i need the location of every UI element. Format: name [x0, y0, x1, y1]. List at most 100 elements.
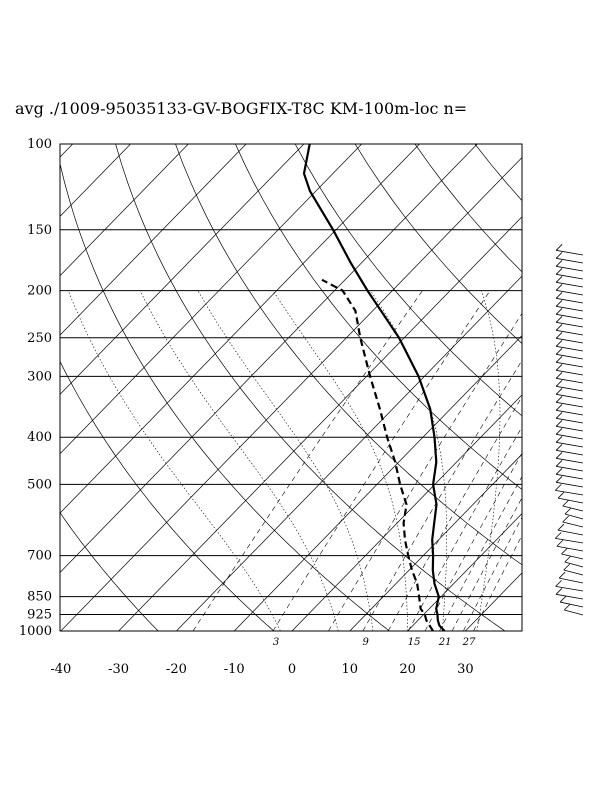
wind-barb — [556, 337, 584, 344]
pressure-tick-label: 100 — [27, 137, 52, 152]
pressure-tick-label: 850 — [27, 590, 52, 605]
wind-barb — [556, 425, 584, 432]
wind-barb-flag — [555, 292, 563, 299]
temperature-tick-label: 0 — [288, 662, 296, 677]
moist-adiabat — [476, 290, 501, 631]
mixing-ratio-label: 3 — [273, 637, 279, 648]
temperature-profile — [302, 144, 446, 631]
wind-barb-flag — [555, 588, 563, 595]
wind-barb-flag — [555, 268, 563, 275]
wind-barb-flag — [555, 316, 563, 323]
wind-barb-flag — [563, 603, 571, 611]
wind-barb-flag — [555, 476, 563, 483]
wind-barb — [556, 321, 584, 328]
wind-barb-flag — [555, 308, 563, 315]
temperature-tick-label: -30 — [108, 662, 129, 677]
wind-barb-flag — [555, 428, 563, 435]
isotherm — [60, 144, 247, 336]
wind-barb-flag — [555, 284, 563, 291]
wind-barb-flag — [559, 595, 567, 603]
isotherm — [581, 144, 612, 631]
pressure-tick-label: 500 — [27, 477, 52, 492]
isotherm — [176, 275, 522, 631]
wind-barb-flag — [555, 332, 563, 339]
moist-adiabat — [272, 290, 408, 631]
isotherm — [60, 156, 522, 631]
isotherm — [233, 334, 522, 631]
dry-adiabat — [175, 144, 522, 566]
dry-adiabat — [535, 144, 612, 641]
wind-barb-flag — [555, 396, 563, 403]
wind-barb — [556, 289, 584, 296]
mixing-ratio-line — [463, 516, 522, 631]
mixing-ratio-line — [451, 497, 522, 631]
wind-barb — [556, 249, 584, 256]
wind-barb-flag — [557, 523, 565, 531]
wind-barb — [556, 481, 584, 488]
wind-barb — [555, 593, 584, 600]
isotherm — [60, 144, 305, 395]
dry-adiabat — [60, 512, 159, 631]
wind-barb — [556, 369, 584, 376]
wind-barbs — [554, 244, 584, 616]
wind-barb — [556, 281, 584, 288]
temperature-tick-label: 10 — [342, 662, 359, 677]
isotherm — [0, 144, 15, 631]
wind-barb — [555, 585, 584, 592]
isotherm — [291, 394, 522, 631]
wind-barb — [562, 521, 584, 528]
dry-adiabat — [235, 144, 522, 490]
wind-barb-flag — [555, 244, 563, 251]
pressure-tick-label: 400 — [27, 430, 52, 445]
mixing-ratio-label: 9 — [363, 637, 370, 648]
wind-barb — [560, 601, 584, 608]
temperature-axis: -40 -30 -20 -10 0 10 20 30 — [50, 662, 473, 677]
wind-barb — [556, 417, 584, 424]
mixing-ratio-label: 15 — [408, 637, 421, 648]
isotherm — [60, 144, 362, 455]
wind-barb — [557, 529, 584, 536]
temperature-tick-label: -10 — [224, 662, 245, 677]
isotherm — [523, 144, 612, 631]
wind-barb-flag — [555, 404, 563, 411]
wind-barb — [556, 401, 584, 408]
moist-adiabat — [67, 290, 281, 631]
wind-barb-flag — [562, 515, 569, 523]
wind-barb — [561, 553, 584, 560]
wind-barb — [559, 577, 584, 584]
pressure-tick-label: 700 — [27, 549, 52, 564]
dry-adiabat — [115, 144, 506, 631]
wind-barb-flag — [563, 563, 571, 571]
wind-barb — [563, 569, 584, 576]
wind-barb-flag — [555, 372, 563, 379]
mixing-ratio-label: 21 — [438, 637, 452, 648]
wind-barb-flag — [555, 388, 563, 395]
isotherm — [407, 513, 522, 631]
wind-barb-flag — [555, 452, 563, 459]
plot-frame — [59, 143, 523, 632]
wind-barb — [556, 305, 584, 312]
wind-barb — [556, 465, 584, 472]
wind-barb-flag — [555, 420, 563, 427]
wind-barb — [556, 353, 584, 360]
moist-adiabat — [139, 290, 339, 631]
wind-barb — [556, 393, 584, 400]
wind-barb-flag — [555, 300, 563, 307]
wind-barb — [556, 273, 584, 280]
mixing-ratio-label: 27 — [462, 637, 476, 648]
wind-barb-flag — [555, 436, 563, 443]
wind-barb-flag — [557, 491, 565, 499]
wind-barb — [556, 329, 584, 336]
wind-barb — [556, 313, 584, 320]
wind-barb — [556, 441, 584, 448]
wind-barb — [555, 489, 584, 496]
wind-barb-flag — [554, 532, 562, 539]
pressure-tick-label: 925 — [27, 608, 52, 623]
wind-barb — [556, 265, 584, 272]
mixing-ratio-labels: 3 9 15 21 27 — [273, 637, 476, 648]
dry-adiabat — [60, 162, 390, 631]
wind-barb — [556, 409, 584, 416]
mixing-ratio-line — [272, 290, 491, 631]
wind-barb-flag — [555, 340, 563, 347]
